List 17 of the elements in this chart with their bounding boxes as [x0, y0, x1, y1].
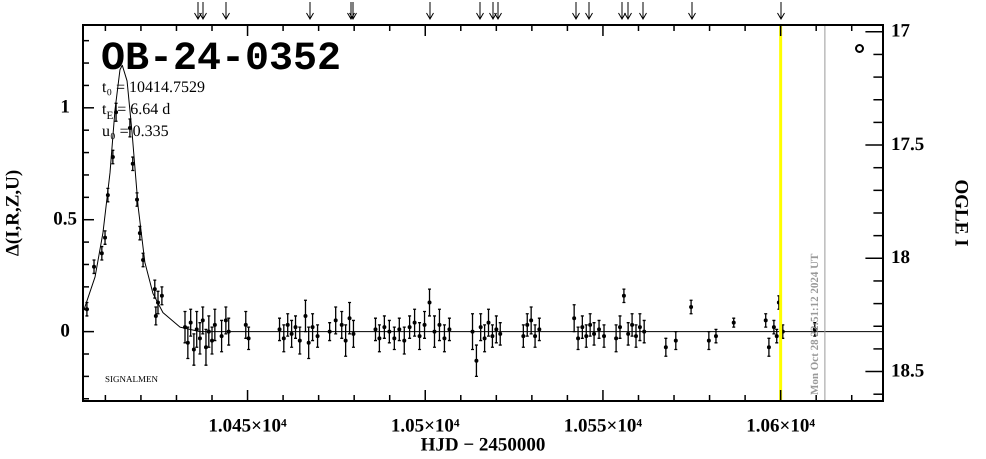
- chart-title: OB-24-0352: [101, 37, 342, 82]
- annotation: Mon Oct 28 22:51:12 2024 UT: [809, 252, 822, 395]
- y2-axis-title: OGLE I: [950, 179, 972, 247]
- y-tick-label: 0.5: [53, 208, 77, 230]
- annotation: SIGNALMEN: [105, 374, 158, 384]
- y2-tick-label: 17.5: [891, 134, 924, 155]
- x-axis-title: HJD − 2450000: [420, 434, 546, 456]
- y2-tick-label: 18: [891, 247, 910, 268]
- x-tick-label: 1.055×10⁴: [564, 415, 642, 436]
- y2-tick-label: 17: [891, 20, 910, 42]
- y-axis-title: Δ(I,R,Z,U): [2, 170, 24, 256]
- x-tick-label: 1.05×10⁴: [390, 415, 460, 436]
- y-tick-label: 0: [60, 320, 70, 342]
- x-tick-label: 1.045×10⁴: [208, 415, 287, 436]
- y-tick-label: 1: [60, 96, 70, 118]
- x-tick-label: 1.06×10⁴: [746, 415, 816, 436]
- y2-tick-label: 18.5: [891, 360, 924, 382]
